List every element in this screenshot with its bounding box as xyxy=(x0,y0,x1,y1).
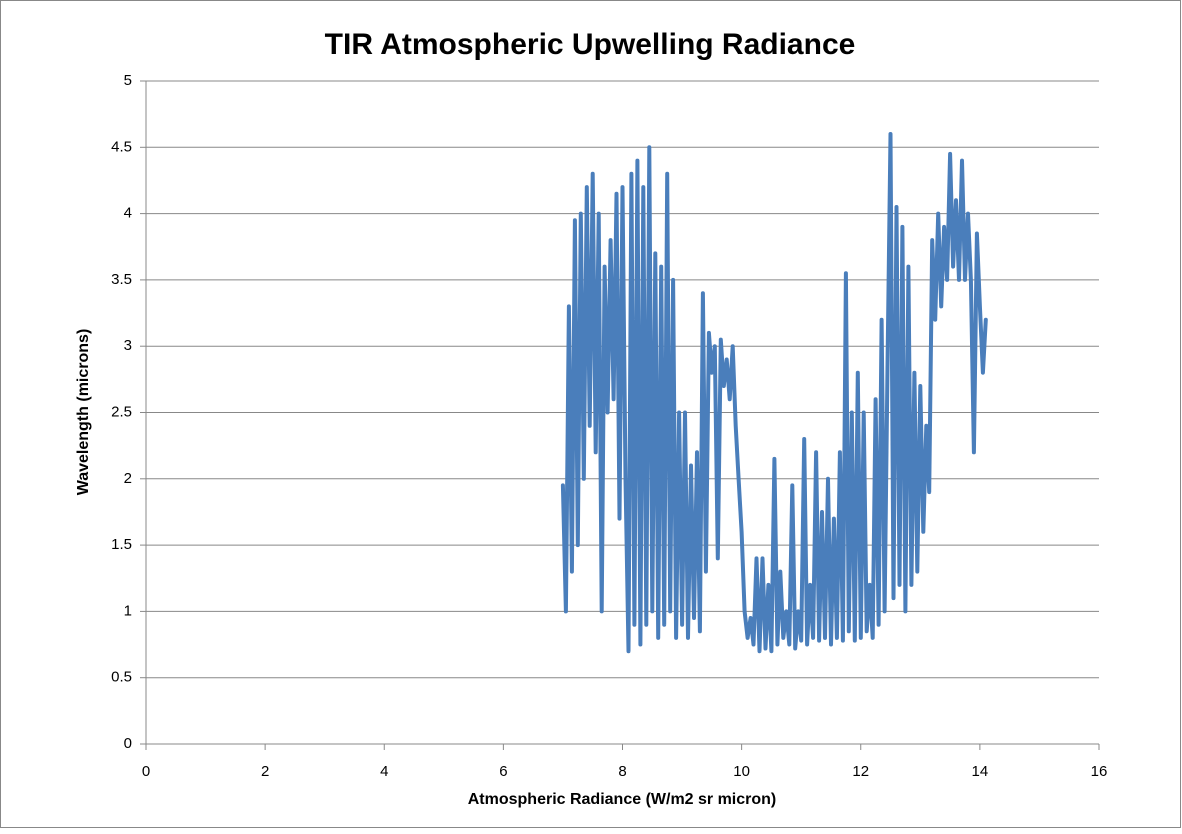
x-tick-label: 6 xyxy=(499,763,507,780)
x-tick-label: 0 xyxy=(142,763,150,780)
y-tick-label: 3.5 xyxy=(111,271,132,288)
y-tick-label: 1.5 xyxy=(111,536,132,553)
x-tick-label: 10 xyxy=(733,763,750,780)
y-tick-label: 0.5 xyxy=(111,669,132,686)
y-tick-label: 1 xyxy=(124,602,132,619)
y-axis-label: Wavelength (microns) xyxy=(75,329,92,496)
x-tick-label: 16 xyxy=(1091,763,1108,780)
x-tick-label: 2 xyxy=(261,763,269,780)
y-tick-label: 5 xyxy=(124,72,132,89)
x-tick-label: 8 xyxy=(618,763,626,780)
y-tick-label: 4.5 xyxy=(111,138,132,155)
x-axis-label: Atmospheric Radiance (W/m2 sr micron) xyxy=(468,791,777,808)
x-tick-label: 4 xyxy=(380,763,388,780)
data-line xyxy=(560,132,988,654)
y-tick-label: 2.5 xyxy=(111,403,132,420)
y-tick-label: 3 xyxy=(124,337,132,354)
y-tick-label: 2 xyxy=(124,470,132,487)
y-tick-label: 0 xyxy=(124,735,132,752)
x-tick-label: 14 xyxy=(972,763,989,780)
x-tick-label: 12 xyxy=(852,763,869,780)
y-tick-label: 4 xyxy=(124,205,132,222)
chart-title: TIR Atmospheric Upwelling Radiance xyxy=(325,28,856,61)
